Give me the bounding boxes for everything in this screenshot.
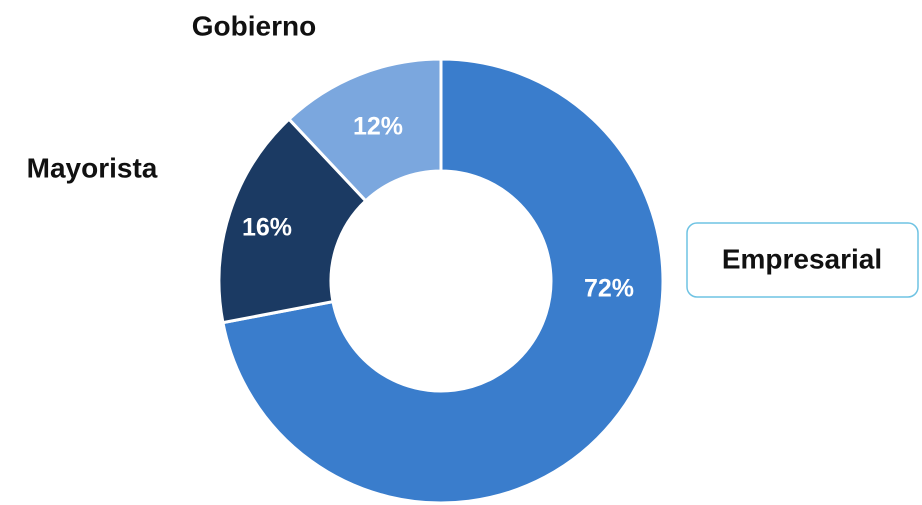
donut-slice xyxy=(286,57,443,203)
donut-slice xyxy=(217,117,368,325)
value-label: 72% xyxy=(584,275,634,303)
category-label: Gobierno xyxy=(192,10,316,41)
donut-slice xyxy=(221,57,665,505)
value-label: 12% xyxy=(353,113,403,141)
value-label: 16% xyxy=(242,214,292,242)
category-label: Empresarial xyxy=(722,243,882,274)
category-label: Mayorista xyxy=(27,152,158,183)
highlight-box xyxy=(686,222,919,298)
